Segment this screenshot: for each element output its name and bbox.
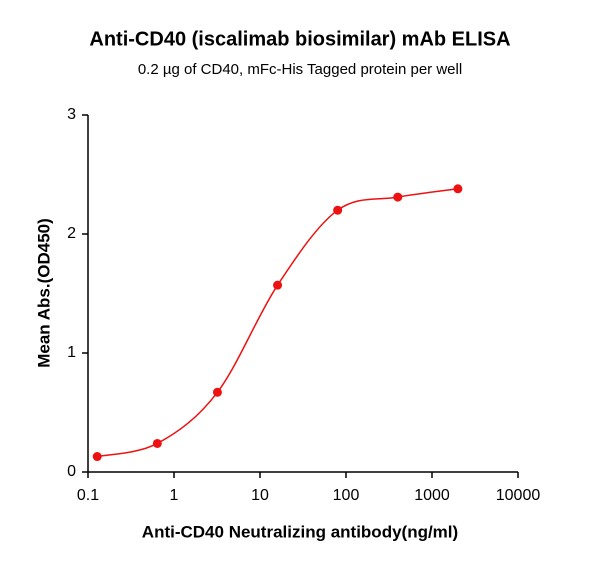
- y-tick-label: 2: [67, 225, 76, 242]
- x-tick-label: 0.1: [77, 487, 99, 504]
- y-axis-label: Mean Abs.(OD450): [34, 218, 53, 368]
- x-axis-label: Anti-CD40 Neutralizing antibody(ng/ml): [142, 522, 458, 541]
- y-tick-label: 1: [67, 344, 76, 361]
- data-point: [453, 184, 463, 194]
- x-tick-label: 100: [333, 487, 360, 504]
- x-tick-label: 1: [170, 487, 179, 504]
- data-point: [92, 452, 102, 462]
- fit-curve: [97, 188, 458, 458]
- data-point: [273, 280, 283, 290]
- data-point: [393, 192, 403, 202]
- data-point: [152, 438, 162, 448]
- y-tick-label: 0: [67, 463, 76, 480]
- y-tick-label: 3: [67, 106, 76, 123]
- chart-subtitle: 0.2 µg of CD40, mFc-His Tagged protein p…: [138, 61, 462, 78]
- x-tick-label: 1000: [414, 487, 450, 504]
- x-tick-label: 10000: [496, 487, 541, 504]
- chart-title: Anti-CD40 (iscalimab biosimilar) mAb ELI…: [89, 28, 510, 50]
- data-point: [333, 205, 343, 215]
- data-point: [212, 387, 222, 397]
- x-tick-label: 10: [251, 487, 269, 504]
